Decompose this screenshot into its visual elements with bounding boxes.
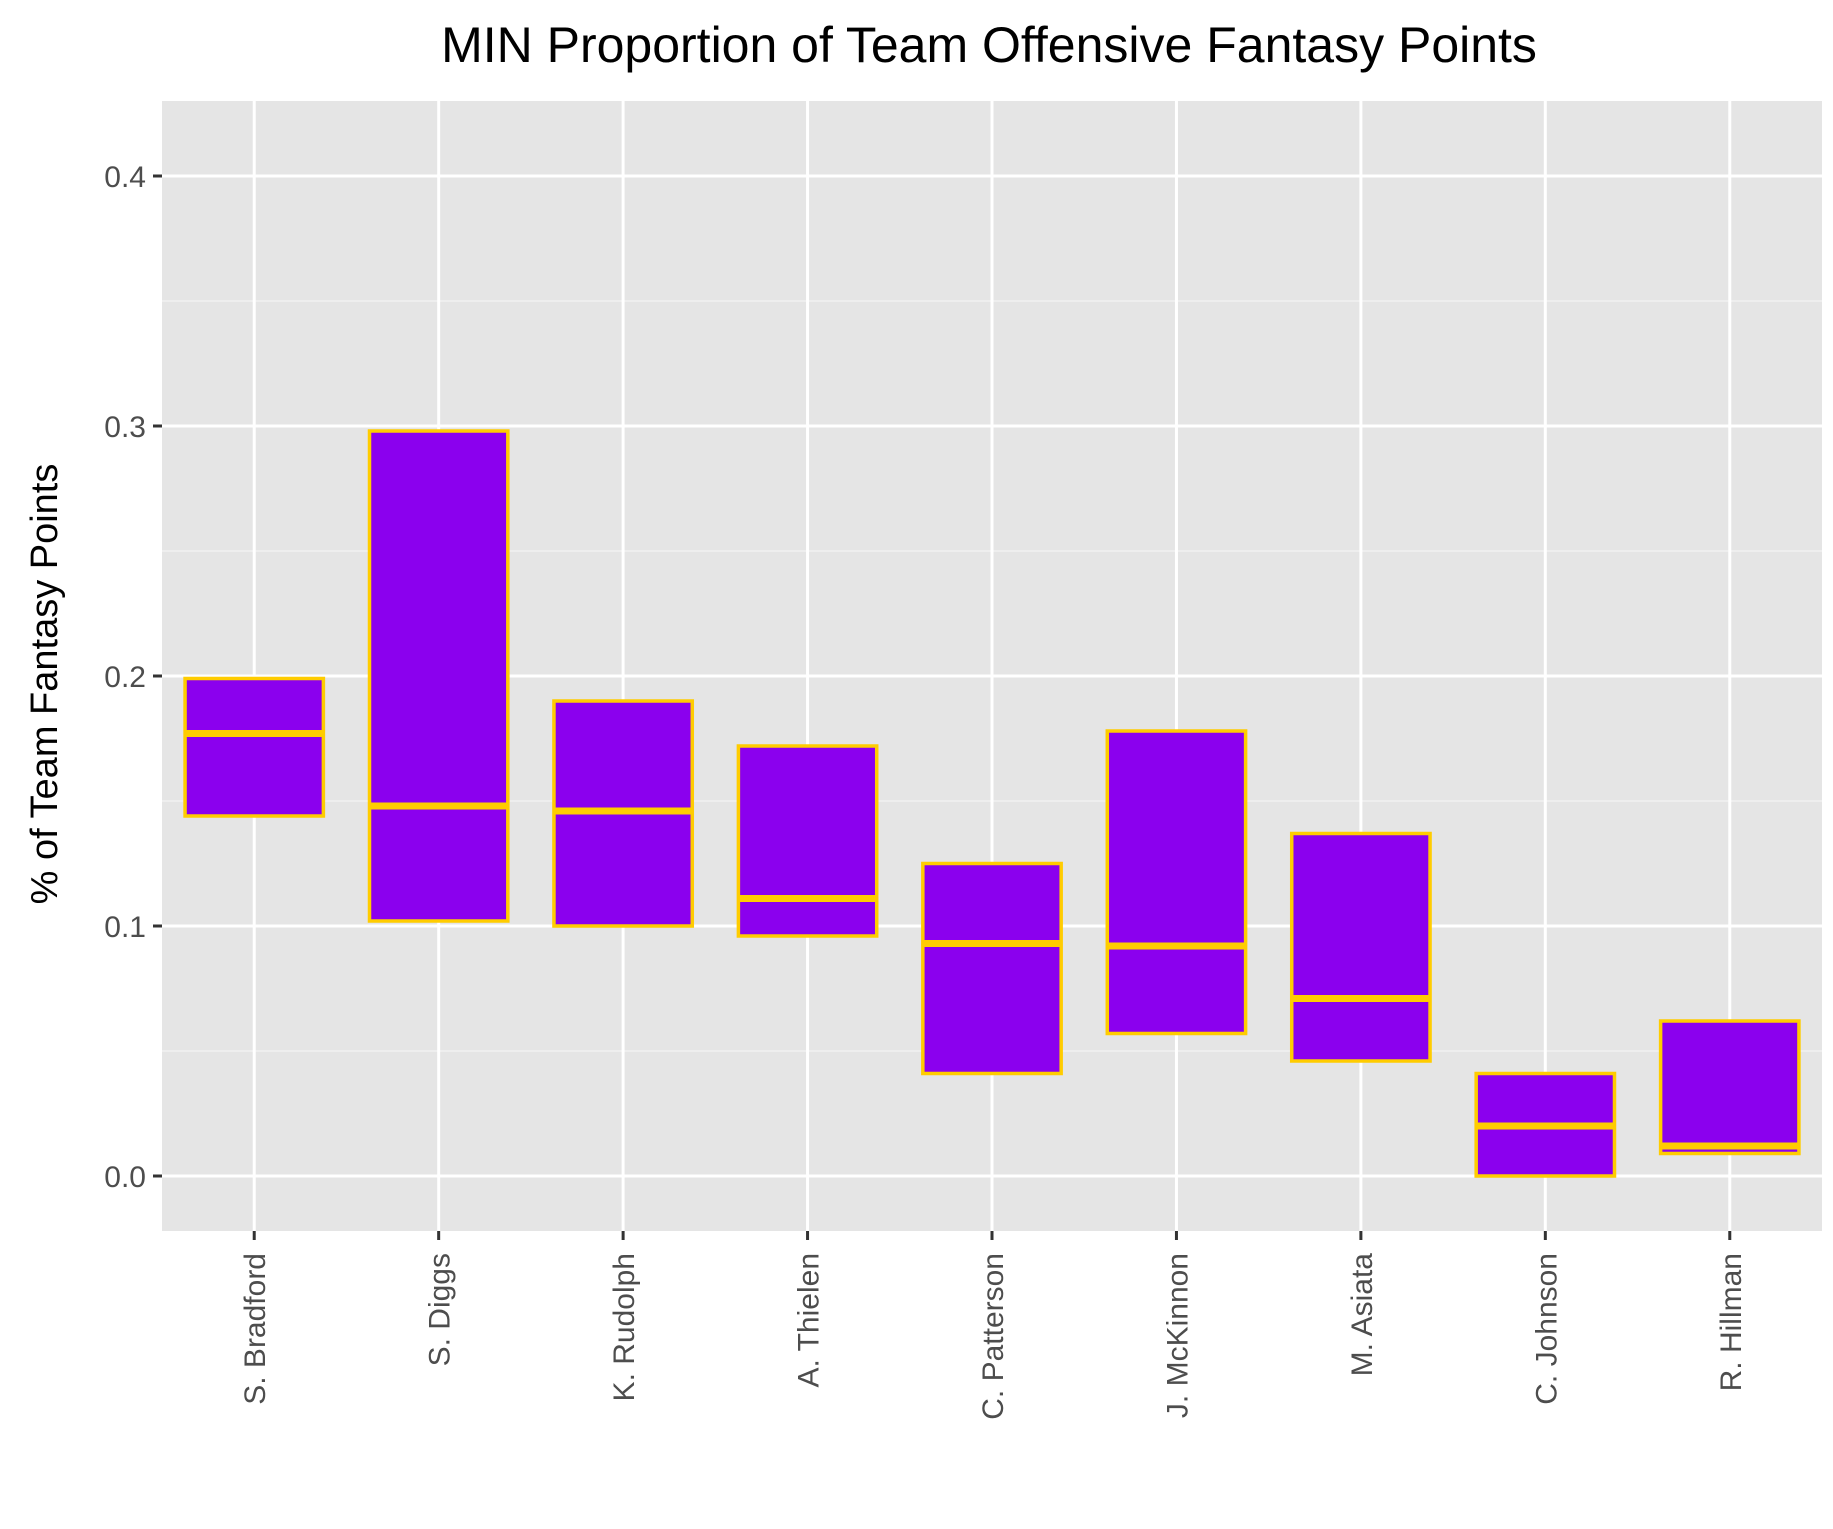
chart-title: MIN Proportion of Team Offensive Fantasy… (441, 17, 1537, 73)
x-tick-label: A. Thielen (793, 1253, 826, 1388)
box-a-thielen (736, 744, 879, 938)
x-tick-label: C. Johnson (1530, 1253, 1563, 1405)
x-tick-label: S. Bradford (239, 1253, 272, 1405)
y-tick-label: 0.3 (104, 411, 146, 444)
x-tick-label: K. Rudolph (608, 1253, 641, 1401)
y-tick-label: 0.2 (104, 661, 146, 694)
box-j-mckinnon (1105, 729, 1248, 1036)
y-tick-label: 0.1 (104, 911, 146, 944)
box-s-diggs (367, 429, 510, 923)
x-tick-label: R. Hillman (1715, 1253, 1748, 1391)
x-tick-label: M. Asiata (1346, 1253, 1379, 1377)
y-tick-label: 0.0 (104, 1161, 146, 1194)
x-tick-label: S. Diggs (424, 1253, 457, 1366)
plot-area: 0.0 0.1 0.2 0.3 0.4 S. Bradford S. Diggs K. Rud… (104, 101, 1822, 1420)
x-tick-label: J. McKinnon (1161, 1253, 1194, 1418)
x-tick-label: C. Patterson (977, 1253, 1010, 1420)
y-axis-label: % of Team Fantasy Points (24, 464, 66, 905)
box-m-asiata (1289, 831, 1432, 1063)
y-tick-label: 0.4 (104, 161, 146, 194)
box-s-bradford (183, 676, 326, 818)
box-r-hillman (1658, 1019, 1801, 1156)
box-c-patterson (921, 861, 1063, 1076)
